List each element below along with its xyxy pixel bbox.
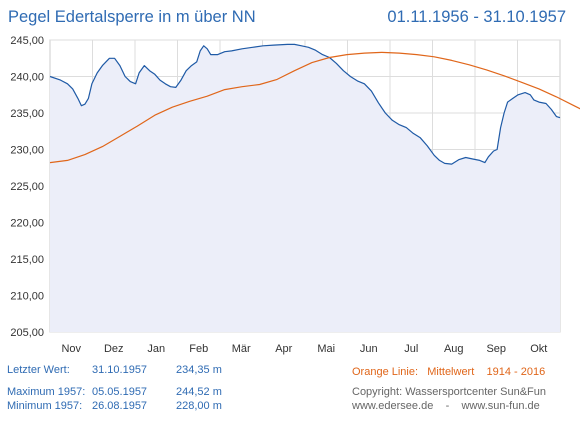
y-tick-label: 235,00	[10, 108, 44, 120]
series-area-1957	[50, 44, 560, 333]
series-line-mean	[49, 51, 580, 164]
orange-line-desc: Mittelwert	[427, 366, 475, 378]
y-tick-label: 245,00	[10, 35, 44, 47]
x-tick-label: Dez	[104, 343, 124, 355]
y-tick-label: 225,00	[10, 181, 44, 193]
date-range: 01.11.1956 - 31.10.1957	[387, 8, 566, 26]
x-tick-label: Sep	[486, 343, 506, 355]
x-tick-label: Apr	[275, 343, 292, 355]
x-tick-label: Jul	[404, 343, 418, 355]
y-tick-label: 220,00	[10, 218, 44, 230]
x-tick-label: Okt	[530, 343, 547, 355]
series-lines	[49, 43, 580, 165]
stat-max-label: Maximum 1957:	[7, 386, 86, 398]
x-axis-ticks: Nov Dez Jan Feb Mär Apr Mai Jun Jul Aug Sep Okt	[61, 343, 547, 355]
orange-line-years: 1914 - 2016	[486, 366, 546, 378]
mean-line-info: Orange Linie: Mittelwert 1914 - 2016	[352, 366, 545, 378]
x-tick-label: Aug	[444, 343, 464, 355]
x-tick-label: Feb	[189, 343, 208, 355]
link-separator: -	[445, 400, 450, 412]
y-tick-label: 215,00	[10, 254, 44, 266]
stat-last-label: Letzter Wert:	[7, 364, 70, 376]
stat-min-label: Minimum 1957:	[7, 400, 83, 412]
x-tick-label: Nov	[61, 343, 81, 355]
copyright: Copyright: Wassersportcenter Sun&Fun	[352, 386, 547, 398]
x-tick-label: Jun	[360, 343, 378, 355]
y-tick-label: 205,00	[10, 327, 44, 339]
series-line-1957	[49, 43, 561, 165]
y-tick-label: 230,00	[10, 145, 44, 157]
stat-min-date: 26.08.1957	[92, 400, 148, 412]
level-chart: 205,00 210,00 215,00 220,00 225,00 230,00 235,…	[10, 35, 580, 355]
stat-min-value: 228,00 m	[176, 400, 222, 412]
website-link-2[interactable]: www.sun-fun.de	[461, 400, 540, 412]
stat-last-date: 31.10.1957	[92, 364, 148, 376]
website-links: www.edersee.de - www.sun-fun.de	[352, 400, 540, 412]
y-axis-ticks: 205,00 210,00 215,00 220,00 225,00 230,00 235,…	[10, 35, 44, 339]
x-tick-label: Mär	[232, 343, 251, 355]
y-tick-label: 240,00	[10, 72, 44, 84]
stat-last-value: 234,35 m	[176, 364, 222, 376]
stat-max-date: 05.05.1957	[92, 386, 148, 398]
x-tick-label: Jan	[147, 343, 165, 355]
x-tick-label: Mai	[317, 343, 335, 355]
website-link-1[interactable]: www.edersee.de	[352, 400, 434, 412]
orange-line-label: Orange Linie:	[352, 366, 419, 378]
y-tick-label: 210,00	[10, 291, 44, 303]
stat-max-value: 244,52 m	[176, 386, 222, 398]
area-fill	[50, 44, 560, 333]
chart-title: Pegel Edertalsperre in m über NN	[8, 8, 256, 26]
